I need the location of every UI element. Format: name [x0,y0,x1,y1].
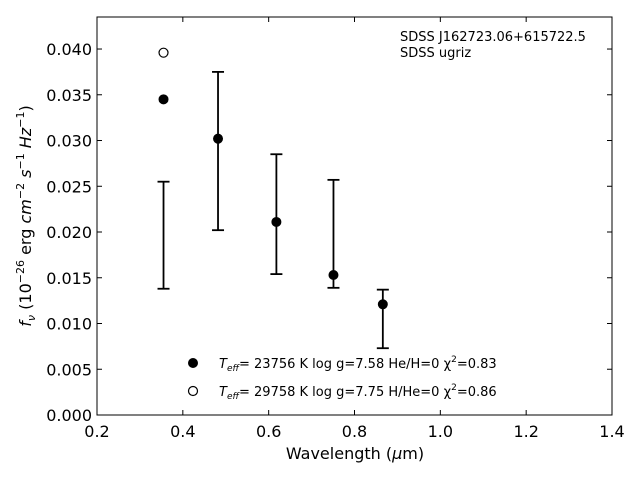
legend-1-rest: = 23756 K log g=7.58 He/H=0 χ [239,357,452,372]
x-axis-title-mu: μ [391,444,402,463]
data-point-open [158,47,169,58]
y-tick-label: 0.030 [46,132,92,151]
x-tick-label: 1.4 [599,422,624,441]
x-axis-title-post: m) [402,444,424,463]
data-point-filled [158,94,169,105]
x-tick-label: 0.6 [256,422,281,441]
y-axis-title-group: fν (10−26 erg cm−2 s−1 Hz−1) [14,105,38,326]
x-tick-label: 1.0 [428,422,453,441]
legend-1-tail: =0.83 [457,357,497,372]
y-axis-title-s: s [16,170,35,183]
legend-label-2: Teff= 29758 K log g=7.75 H/He=0 χ2=0.86 [219,383,497,402]
legend-1-sup: 2 [451,355,457,365]
legend-marker-filled-circle [188,358,198,368]
legend-1-teff: T [219,357,228,372]
y-tick-label: 0.020 [46,223,92,242]
legend-2-tail: =0.86 [457,385,497,400]
y-axis-title-exp2: −2 [14,183,27,199]
data-point-filled [213,133,224,144]
y-axis-title: fν (10−26 erg cm−2 s−1 Hz−1) [14,105,38,326]
legend-2-teff: T [219,385,228,400]
legend-entry-1: Teff= 23756 K log g=7.58 He/H=0 χ2=0.83 [188,355,497,374]
x-tick-label: 0.2 [84,422,109,441]
x-tick-label: 0.4 [170,422,195,441]
legend-2-sup: 2 [451,383,457,393]
legend-1-teff-sub: eff [227,364,241,374]
y-axis-title-nu: ν [25,315,38,321]
y-axis-title-close: ) [16,105,35,111]
y-axis-title-exp3: −1 [14,153,27,169]
y-tick-label: 0.015 [46,269,92,288]
y-axis-title-erg: erg [16,224,35,260]
data-markers [158,47,388,310]
data-point-filled [328,270,339,281]
y-axis-title-hz: Hz [16,127,35,153]
y-axis-title-f: f [16,319,35,327]
y-axis-ticks: 0.000 0.005 0.010 0.015 0.020 0.025 0.030 0.035… [46,40,612,425]
y-tick-label: 0.040 [46,40,92,59]
legend-label-1: Teff= 23756 K log g=7.58 He/H=0 χ2=0.83 [219,355,497,374]
legend-2-teff-sub: eff [227,392,241,402]
y-axis-title-cm: cm [16,199,35,223]
y-axis-title-exp4: −1 [14,112,27,128]
y-tick-label: 0.025 [46,177,92,196]
legend-2-rest: = 29758 K log g=7.75 H/He=0 χ [239,385,452,400]
y-axis-title-exp1: −26 [14,260,27,283]
x-axis-ticks: 0.2 0.4 0.6 0.8 1.0 1.2 1.4 [84,17,625,441]
x-axis-title: Wavelength (μm) [286,444,424,463]
legend: Teff= 23756 K log g=7.58 He/H=0 χ2=0.83 … [187,355,497,402]
y-tick-label: 0.005 [46,360,92,379]
y-tick-label: 0.010 [46,315,92,334]
y-tick-label: 0.035 [46,86,92,105]
annotation-survey: SDSS ugriz [400,46,471,61]
legend-marker-open-circle [187,385,199,397]
x-axis-title-pre: Wavelength ( [286,444,392,463]
x-tick-label: 0.8 [342,422,367,441]
y-tick-label: 0.000 [46,406,92,425]
legend-entry-2: Teff= 29758 K log g=7.75 H/He=0 χ2=0.86 [187,383,497,402]
data-point-filled [271,216,282,227]
y-axis-title-open: (10 [16,283,35,315]
annotation-object-name: SDSS J162723.06+615722.5 [400,30,586,45]
x-tick-label: 1.2 [513,422,538,441]
data-point-filled [377,299,388,310]
error-bars [157,70,389,350]
